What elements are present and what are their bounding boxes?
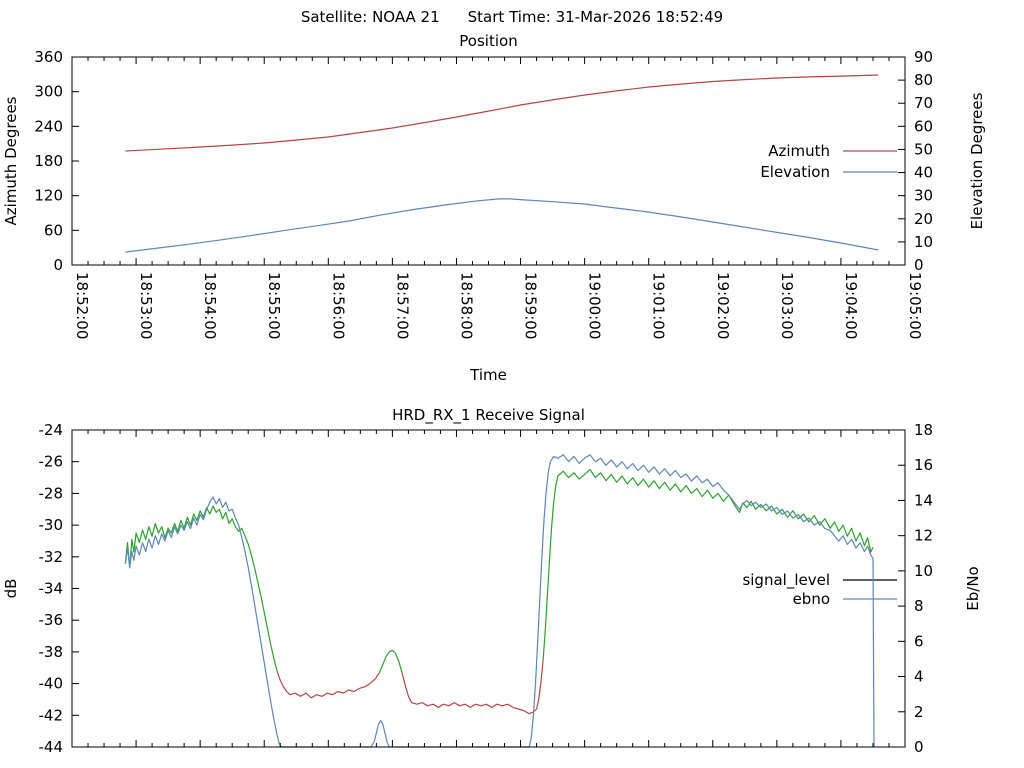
- legend: Azimuth Elevation: [760, 142, 897, 181]
- svg-text:360: 360: [34, 48, 63, 66]
- svg-text:dB: dB: [2, 579, 20, 599]
- elevation-series: [125, 198, 879, 253]
- ebno-series: [124, 454, 875, 748]
- svg-text:90: 90: [914, 48, 933, 66]
- chart-titles: Position Time Azimuth Degrees Elevation Deg…: [2, 32, 986, 384]
- svg-text:19:04:00: 19:04:00: [842, 272, 860, 339]
- chart-titles: HRD_RX_1 Receive Signal dB Eb/No: [2, 406, 982, 611]
- svg-text:18:59:00: 18:59:00: [522, 272, 540, 339]
- svg-text:Elevation: Elevation: [760, 163, 830, 181]
- svg-text:12: 12: [914, 527, 933, 545]
- svg-text:HRD_RX_1 Receive Signal: HRD_RX_1 Receive Signal: [392, 406, 585, 425]
- svg-text:8: 8: [914, 597, 924, 615]
- svg-text:120: 120: [34, 187, 63, 205]
- svg-text:10: 10: [914, 233, 933, 251]
- svg-text:19:02:00: 19:02:00: [714, 272, 732, 339]
- svg-text:18:53:00: 18:53:00: [137, 272, 155, 339]
- svg-text:-26: -26: [39, 453, 64, 471]
- svg-text:19:05:00: 19:05:00: [906, 272, 924, 339]
- position-chart: Azimuth Elevation 0 60 120 180 240 300 360 0 10 20 3…: [2, 32, 986, 384]
- svg-text:18:54:00: 18:54:00: [201, 272, 219, 339]
- axes: [71, 429, 906, 748]
- svg-text:18:58:00: 18:58:00: [457, 272, 475, 339]
- tick-labels: 0 60 120 180 240 300 360 0 10 20 30 40 50 60 70 80 90 18:…: [34, 48, 933, 339]
- svg-text:-36: -36: [39, 611, 64, 629]
- azimuth-series: [125, 74, 879, 152]
- svg-text:-34: -34: [39, 580, 64, 598]
- svg-text:Azimuth: Azimuth: [768, 142, 830, 160]
- tick-labels: -44 -42 -40 -38 -36 -34 -32 -30 -28 -26 -24 0 2 4 6 8 10…: [39, 421, 934, 756]
- svg-text:300: 300: [34, 83, 63, 101]
- svg-text:10: 10: [914, 562, 933, 580]
- svg-text:-24: -24: [39, 421, 64, 439]
- svg-text:70: 70: [914, 94, 933, 112]
- svg-text:4: 4: [914, 668, 924, 686]
- svg-text:-28: -28: [39, 484, 64, 502]
- svg-text:60: 60: [914, 117, 933, 135]
- svg-text:80: 80: [914, 71, 933, 89]
- svg-text:240: 240: [34, 117, 63, 135]
- svg-text:16: 16: [914, 456, 933, 474]
- svg-text:20: 20: [914, 210, 933, 228]
- svg-text:Time: Time: [469, 366, 507, 384]
- signal_level-series: [124, 468, 874, 715]
- svg-text:-40: -40: [39, 675, 64, 693]
- svg-text:2: 2: [914, 703, 924, 721]
- svg-text:0: 0: [914, 256, 924, 274]
- svg-text:-44: -44: [39, 738, 64, 756]
- svg-text:Elevation Degrees: Elevation Degrees: [968, 92, 986, 229]
- svg-text:19:01:00: 19:01:00: [650, 272, 668, 339]
- svg-text:Eb/No: Eb/No: [964, 566, 982, 610]
- svg-text:ebno: ebno: [793, 590, 830, 608]
- svg-text:18:55:00: 18:55:00: [265, 272, 283, 339]
- svg-text:19:00:00: 19:00:00: [586, 272, 604, 339]
- svg-text:0: 0: [53, 256, 63, 274]
- svg-text:6: 6: [914, 632, 924, 650]
- svg-text:40: 40: [914, 164, 933, 182]
- svg-text:-32: -32: [39, 548, 64, 566]
- svg-text:14: 14: [914, 491, 933, 509]
- svg-text:-30: -30: [39, 516, 64, 534]
- svg-text:18:57:00: 18:57:00: [393, 272, 411, 339]
- svg-text:18:56:00: 18:56:00: [329, 272, 347, 339]
- svg-text:-38: -38: [39, 643, 64, 661]
- svg-text:Azimuth Degrees: Azimuth Degrees: [2, 96, 20, 225]
- svg-text:50: 50: [914, 140, 933, 158]
- svg-text:19:03:00: 19:03:00: [778, 272, 796, 339]
- svg-text:30: 30: [914, 187, 933, 205]
- svg-text:18: 18: [914, 421, 933, 439]
- svg-text:18:52:00: 18:52:00: [73, 272, 91, 339]
- svg-text:0: 0: [914, 738, 924, 756]
- svg-text:signal_level: signal_level: [742, 571, 830, 590]
- svg-text:Position: Position: [459, 32, 517, 50]
- svg-text:60: 60: [44, 221, 63, 239]
- axes: [71, 56, 906, 266]
- svg-text:180: 180: [34, 152, 63, 170]
- svg-text:-42: -42: [39, 706, 64, 724]
